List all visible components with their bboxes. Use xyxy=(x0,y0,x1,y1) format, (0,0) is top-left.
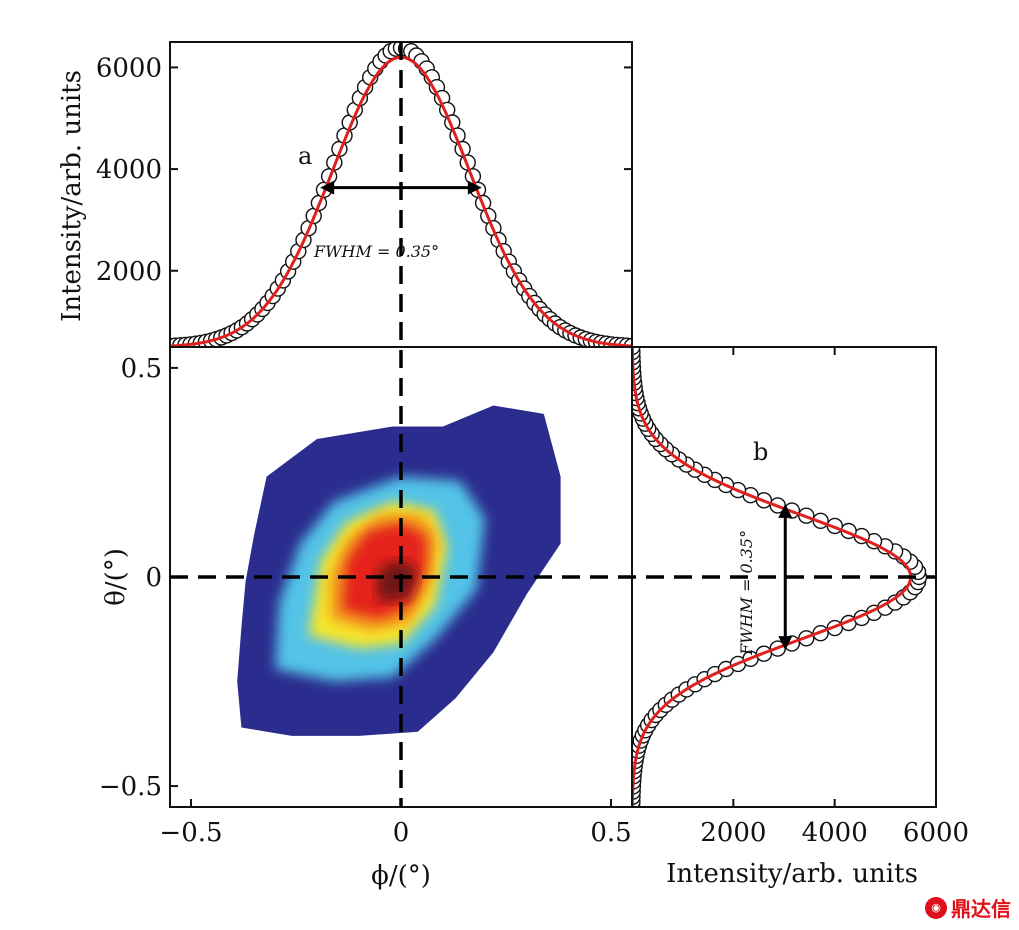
heatmap-level xyxy=(375,560,418,603)
panel-b-label: b xyxy=(753,438,768,466)
panel-a: 2000 4000 6000 Intensity/arb. units a FWHM… xyxy=(57,41,633,348)
main-ylabel: θ/(°) xyxy=(101,548,131,606)
main-xtick-label: −0.5 xyxy=(159,818,222,848)
panel-a-ytick-label: 6000 xyxy=(96,53,162,83)
panel-b-fwhm-arrowhead-top xyxy=(778,503,793,518)
panel-b-xtick-label: 4000 xyxy=(802,818,868,848)
panel-a-fwhm-annotation: FWHM = 0.35° xyxy=(313,242,439,261)
main-xtick-label: 0.5 xyxy=(590,818,631,848)
panel-b-fwhm-arrowhead-bottom xyxy=(778,636,793,651)
main-heatmap-panel: −0.5 0 0.5 −0.5 0 0.5 ϕ/(°) θ/(°) xyxy=(99,346,633,891)
panel-b-xtick-label: 6000 xyxy=(903,818,969,848)
panel-b-xtick-label: 2000 xyxy=(700,818,766,848)
watermark: ◉ 鼎达信 xyxy=(925,893,1011,922)
panel-a-label: a xyxy=(298,142,312,170)
main-xtick-label: 0 xyxy=(393,818,410,848)
panel-a-ytick-label: 2000 xyxy=(96,257,162,287)
panel-b-fwhm-annotation: FWHM = 0.35° xyxy=(737,530,756,656)
main-ytick-label: 0 xyxy=(145,563,162,593)
panel-a-fwhm-arrowhead-left xyxy=(320,180,335,195)
panel-a-ylabel: Intensity/arb. units xyxy=(57,70,87,322)
panel-b-xlabel: Intensity/arb. units xyxy=(666,859,918,889)
main-ytick-label: −0.5 xyxy=(99,772,162,802)
panel-b: 2000 4000 6000 Intensity/arb. units b FWHM… xyxy=(631,346,969,889)
watermark-text: 鼎达信 xyxy=(951,897,1011,921)
main-ytick-label: 0.5 xyxy=(121,354,162,384)
main-xlabel: ϕ/(°) xyxy=(371,861,431,891)
panel-a-ytick-label: 4000 xyxy=(96,155,162,185)
logo-icon: ◉ xyxy=(925,896,947,919)
panel-a-fwhm-arrowhead-right xyxy=(467,180,482,195)
